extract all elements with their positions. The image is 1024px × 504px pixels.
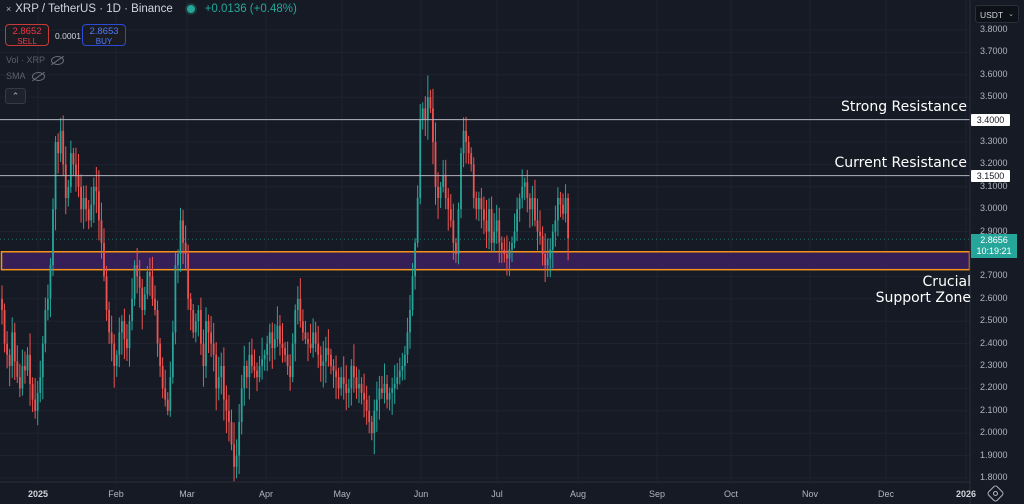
last-price: 2.8656 [980,235,1008,245]
price-tick: 3.5000 [980,91,1008,102]
indicator-sma[interactable]: SMA [6,71,45,81]
price-tick: 3.7000 [980,46,1008,57]
price-tick: 3.8000 [980,24,1008,34]
strong-resistance-price-label: 3.4000 [971,114,1010,126]
price-change: +0.0136 (+0.48%) [204,3,297,15]
price-tick: 2.0000 [980,427,1008,438]
price-tick: 2.6000 [980,292,1008,303]
price-tick: 2.5000 [980,315,1008,326]
current-resistance-label: Current Resistance [834,155,967,171]
chevron-down-icon: ⌄ [1008,11,1014,18]
currency-select[interactable]: USDT ⌄ [975,5,1019,23]
buy-label: BUY [95,37,113,46]
last-price-label: 2.8656 10:19:21 [971,234,1017,258]
eye-hidden-icon[interactable] [31,71,45,81]
chart-grid [0,0,970,482]
support-zone-label-line2: Support Zone [875,290,971,306]
support-zone [0,251,971,271]
price-tick: 3.2000 [980,158,1008,169]
strong-resistance-label: Strong Resistance [840,99,967,115]
indicator-volume[interactable]: Vol · XRP [6,55,65,65]
spread-value: 0.0001 [55,31,81,41]
symbol-header: × XRP / TetherUS · 1D · Binance +0.0136 … [6,3,297,15]
eye-hidden-icon[interactable] [51,55,65,65]
time-tick: Aug [569,489,587,499]
sell-button[interactable]: 2.8652 SELL [5,24,49,46]
price-tick: 3.6000 [980,68,1008,79]
sell-price: 2.8652 [12,26,42,37]
price-tick: 1.8000 [980,472,1008,482]
buy-price: 2.8653 [89,26,119,37]
price-tick: 2.4000 [980,337,1008,348]
resistance-lines [0,119,970,240]
time-tick: Mar [179,489,195,499]
time-tick: Dec [877,489,895,499]
time-tick: 2025 [27,489,49,499]
price-tick: 3.0000 [980,203,1008,214]
close-icon[interactable]: × [6,4,12,14]
time-tick: Oct [723,489,739,499]
time-tick: Jun [413,489,429,499]
indicator-label: Vol · XRP [6,55,46,65]
price-tick: 2.2000 [980,382,1008,393]
price-tick: 3.1000 [980,180,1008,191]
symbol-title[interactable]: XRP / TetherUS · 1D · Binance [15,3,173,15]
currency-value: USDT [980,10,1004,20]
support-zone-label-line1: Crucial [922,274,971,290]
time-tick: Jul [491,489,503,499]
price-tick: 2.9000 [980,225,1008,236]
buy-button[interactable]: 2.8653 BUY [82,24,126,46]
price-tick: 2.3000 [980,360,1008,370]
time-tick: Sep [648,489,666,499]
time-tick: 2026 [955,489,977,499]
time-tick: Nov [801,489,819,499]
time-tick: Feb [108,489,124,499]
time-tick: May [333,489,351,499]
candlestick-series [1,75,569,482]
time-tick: Apr [258,489,274,499]
price-tick: 1.9000 [980,449,1008,460]
market-status-icon [186,5,195,13]
current-resistance-price-label: 3.1500 [971,170,1010,182]
collapse-legend-button[interactable]: ⌃ [5,88,26,104]
sell-label: SELL [17,37,37,46]
price-tick: 3.3000 [980,136,1008,146]
indicator-label: SMA [6,71,26,81]
bar-countdown: 10:19:21 [976,246,1012,256]
price-tick: 2.7000 [980,270,1008,281]
price-tick: 2.1000 [980,404,1008,415]
